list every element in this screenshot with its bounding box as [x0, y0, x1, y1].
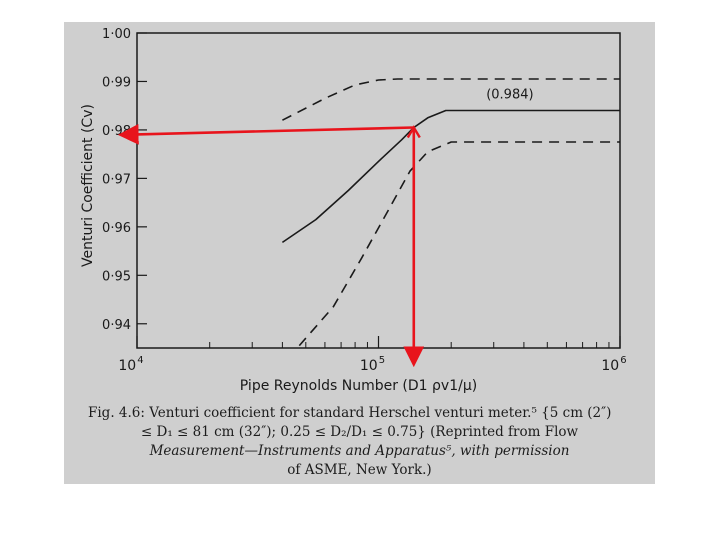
y-tick-label: 0·98 — [102, 124, 131, 139]
y-tick-label: 0·99 — [102, 75, 131, 90]
caption-line-2: ≤ D₁ ≤ 81 cm (32″); 0.25 ≤ D₂/D₁ ≤ 0.75}… — [140, 424, 579, 440]
series-line-2 — [282, 78, 620, 121]
curve-series — [281, 78, 620, 347]
x-axis-label: Pipe Reynolds Number (D1 ρv1/μ) — [240, 378, 477, 394]
caption-line-4: of ASME, New York.) — [287, 462, 432, 478]
figure-caption: Fig. 4.6: Venturi coefficient for standa… — [64, 404, 655, 480]
x-tick-label: 105 — [360, 355, 385, 374]
series-line-1 — [281, 109, 620, 244]
reference-arrow-1 — [117, 123, 414, 145]
caption-line-1: Fig. 4.6: Venturi coefficient for standa… — [88, 405, 612, 421]
series-line-3 — [298, 141, 620, 347]
y-tick-label: 0·97 — [102, 172, 131, 187]
y-tick-label: 0·96 — [102, 221, 131, 236]
y-tick-label: 1·00 — [102, 27, 131, 42]
x-tick-exponent: 5 — [379, 355, 385, 366]
x-tick-exponent: 6 — [620, 355, 626, 366]
y-axis-label: Venturi Coefficient (Cv) — [80, 104, 96, 267]
curve-value-annotation: (0.984) — [486, 87, 533, 102]
x-tick-exponent: 4 — [137, 355, 143, 366]
intersection-arrowhead — [406, 125, 421, 139]
y-tick-label: 0·94 — [102, 318, 131, 333]
x-tick-label: 106 — [601, 355, 626, 374]
annotations: (0.984) — [486, 87, 533, 102]
x-axis: 104 105 106 — [118, 336, 627, 374]
reference-arrows — [117, 123, 425, 368]
x-tick-label: 104 — [118, 355, 143, 374]
caption-line-3: Measurement—Instruments and Apparatus⁵, … — [149, 443, 570, 459]
scanned-figure-background — [64, 22, 655, 484]
y-tick-label: 0·95 — [102, 269, 131, 284]
y-axis: 0·94 0·95 0·96 0·97 0·98 0·99 1·00 — [102, 27, 147, 333]
